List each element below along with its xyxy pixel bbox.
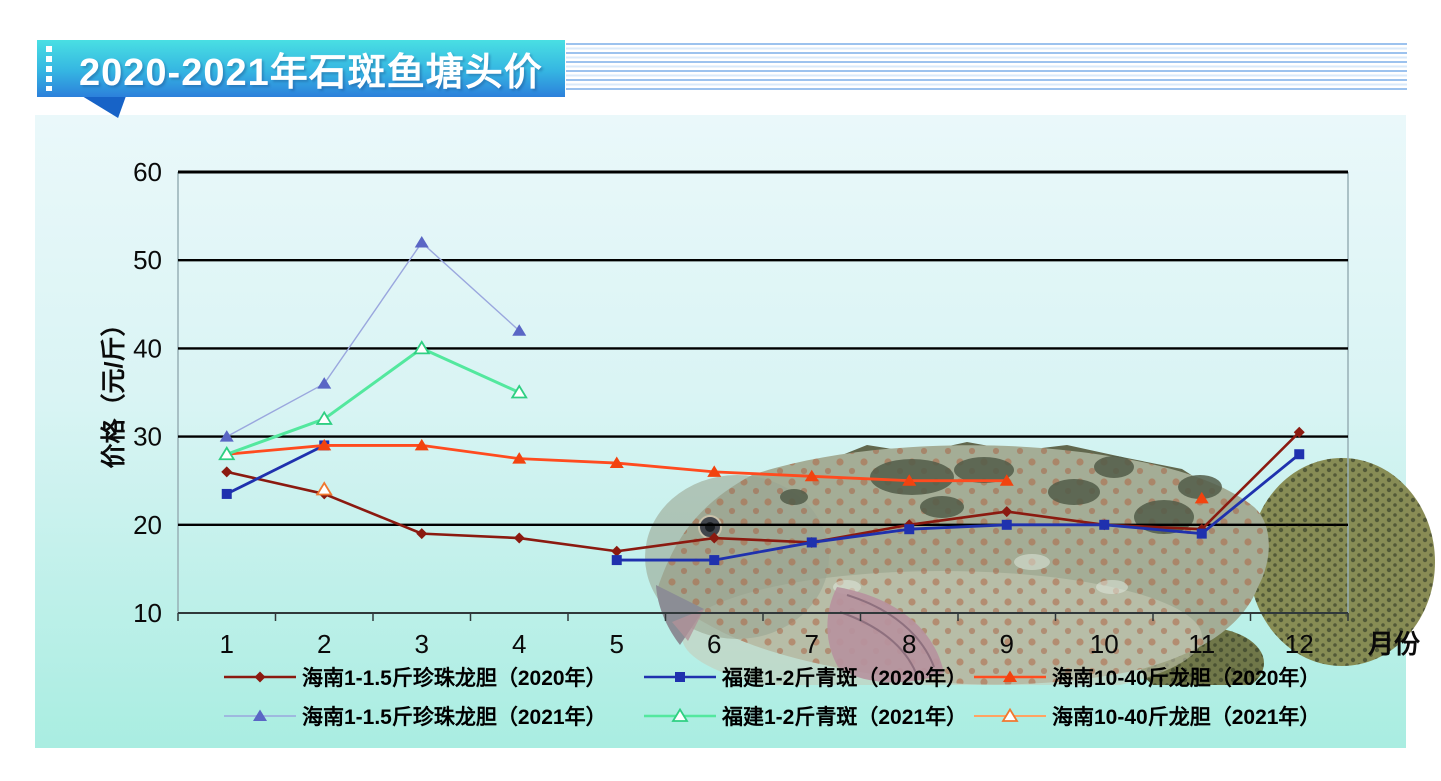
- marker-triangle: [512, 324, 527, 336]
- x-tick-label: 9: [1000, 629, 1014, 659]
- legend: 海南1-1.5斤珍珠龙胆（2020年） 福建1-2斤青斑（2020年） 海南10…: [0, 657, 1441, 735]
- banner-dashed-line: [46, 46, 52, 91]
- legend-label: 海南1-1.5斤珍珠龙胆（2021年）: [302, 705, 607, 729]
- legend-marker-triangle: [224, 709, 296, 721]
- x-tick-label: 2: [317, 629, 331, 659]
- x-tick-label: 12: [1285, 629, 1314, 659]
- marker-triangle: [804, 469, 819, 482]
- x-tick-label: 1: [220, 629, 234, 659]
- legend-label: 海南10-40斤龙胆（2020年）: [1052, 666, 1321, 690]
- marker-diamond: [708, 532, 720, 544]
- series-line: [226, 241, 520, 438]
- marker-triangle-open: [510, 384, 528, 399]
- legend-item-hainan-longdan-2021: 海南10-40斤龙胆（2021年）: [972, 701, 1320, 731]
- legend-label: 海南10-40斤龙胆（2021年）: [1052, 705, 1321, 729]
- y-tick-label: 30: [133, 422, 162, 452]
- legend-item-hainan-longdan-2020: 海南10-40斤龙胆（2020年）: [972, 662, 1320, 692]
- page-title: 2020-2021年石斑鱼塘头价: [79, 52, 543, 94]
- marker-diamond: [1001, 506, 1013, 518]
- marker-diamond: [611, 545, 623, 557]
- x-tick-label: 8: [902, 629, 916, 659]
- legend-item-hainan-pearl-2021: 海南1-1.5斤珍珠龙胆（2021年）: [222, 701, 642, 731]
- legend-marker-diamond: [224, 671, 296, 682]
- legend-row-2: 海南1-1.5斤珍珠龙胆（2021年） 福建1-2斤青斑（2021年） 海南10…: [0, 696, 1441, 735]
- y-tick-label: 40: [133, 333, 162, 363]
- y-tick-label: 50: [133, 245, 162, 275]
- marker-square: [709, 555, 720, 566]
- legend-item-hainan-pearl-2020: 海南1-1.5斤珍珠龙胆（2020年）: [222, 662, 642, 692]
- x-tick-label: 6: [707, 629, 721, 659]
- series-line: [616, 453, 1301, 562]
- marker-triangle: [1003, 670, 1017, 682]
- marker-triangle: [609, 456, 624, 469]
- series-4: [218, 340, 528, 461]
- series-line: [226, 444, 325, 496]
- x-tick-label: 4: [512, 629, 526, 659]
- marker-square: [1001, 519, 1012, 530]
- series-5: [315, 481, 333, 496]
- legend-row-1: 海南1-1.5斤珍珠龙胆（2020年） 福建1-2斤青斑（2020年） 海南10…: [0, 657, 1441, 696]
- marker-square: [611, 555, 622, 566]
- series-3: [219, 236, 527, 442]
- decor-stripes: [566, 43, 1407, 92]
- legend-marker-triangle: [974, 670, 1046, 682]
- marker-diamond: [254, 671, 266, 682]
- marker-triangle: [317, 377, 332, 389]
- x-tick-label: 3: [415, 629, 429, 659]
- marker-diamond: [416, 528, 428, 540]
- legend-label: 福建1-2斤青斑（2021年）: [722, 705, 968, 729]
- legend-marker-triangle-open: [644, 707, 716, 722]
- y-tick-label: 10: [133, 598, 162, 628]
- marker-triangle: [219, 430, 234, 442]
- marker-diamond: [513, 532, 525, 544]
- series-line: [226, 431, 1301, 553]
- marker-square: [806, 537, 817, 548]
- x-tick-label: 10: [1090, 629, 1119, 659]
- marker-diamond: [1293, 426, 1305, 438]
- marker-triangle: [414, 236, 429, 248]
- marker-triangle-open: [315, 481, 333, 496]
- marker-triangle: [512, 452, 527, 464]
- marker-triangle: [707, 465, 722, 477]
- x-tick-label: 5: [610, 629, 624, 659]
- marker-triangle: [414, 438, 429, 451]
- marker-triangle-open: [671, 707, 689, 722]
- marker-square: [221, 488, 232, 499]
- y-tick-label: 20: [133, 510, 162, 540]
- marker-triangle: [999, 474, 1014, 486]
- marker-square: [904, 524, 915, 535]
- marker-triangle: [902, 474, 917, 486]
- marker-triangle: [317, 438, 332, 451]
- x-tick-label: 11: [1188, 629, 1215, 659]
- legend-item-fujian-qingban-2021: 福建1-2斤青斑（2021年）: [642, 701, 972, 731]
- marker-triangle-open: [315, 410, 333, 425]
- marker-square: [1099, 519, 1110, 530]
- marker-square: [1294, 449, 1305, 460]
- marker-triangle: [253, 709, 267, 721]
- y-tick-label: 60: [133, 157, 162, 187]
- marker-square: [675, 671, 685, 682]
- marker-triangle: [1194, 491, 1209, 504]
- series-line: [226, 346, 520, 456]
- marker-diamond: [221, 466, 233, 478]
- legend-marker-square: [644, 671, 716, 682]
- marker-square: [1196, 528, 1207, 539]
- y-axis-title: 价格（元/斤）: [100, 311, 128, 469]
- legend-item-fujian-qingban-2020: 福建1-2斤青斑（2020年）: [642, 662, 972, 692]
- x-tick-label: 7: [805, 629, 819, 659]
- legend-label: 海南1-1.5斤珍珠龙胆（2020年）: [302, 666, 607, 690]
- marker-triangle-open: [218, 446, 236, 461]
- title-banner: 2020-2021年石斑鱼塘头价: [37, 40, 565, 97]
- series-1: [221, 440, 1305, 566]
- marker-triangle-open: [413, 340, 431, 355]
- legend-label: 福建1-2斤青斑（2020年）: [722, 666, 968, 690]
- series-2: [219, 438, 1209, 504]
- marker-triangle-open: [1001, 707, 1019, 722]
- x-axis-unit: 月份: [1367, 629, 1420, 659]
- legend-marker-triangle-open: [974, 707, 1046, 722]
